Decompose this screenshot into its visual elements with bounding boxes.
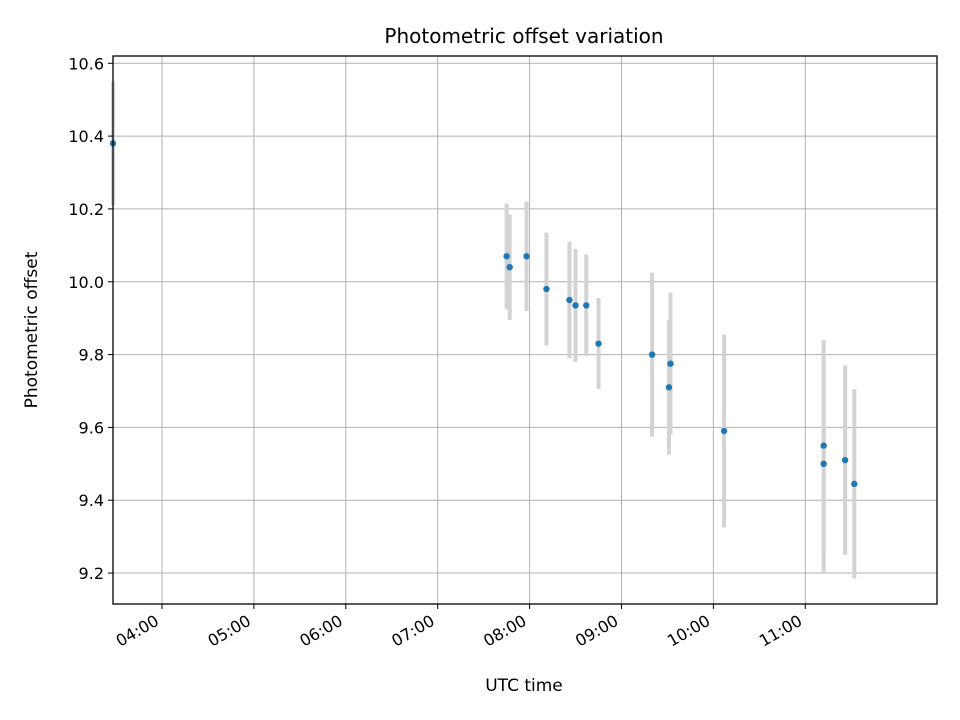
data-point — [583, 302, 590, 309]
data-point — [503, 253, 510, 260]
x-axis-title: UTC time — [485, 676, 563, 696]
x-axis: 04:00 05:00 06:00 07:00 08:00 09:00 10:00 11:00 — [113, 604, 806, 651]
data-point — [566, 296, 573, 304]
data-point — [820, 442, 827, 449]
data-point — [720, 427, 728, 435]
y-tick-label: 10.0 — [68, 273, 104, 292]
x-tick-label: 09:00 — [572, 611, 621, 651]
data-point — [648, 351, 656, 358]
x-tick-label: 08:00 — [480, 611, 529, 651]
data-point — [543, 285, 550, 293]
y-tick-label: 9.6 — [79, 418, 104, 437]
y-axis-title: Photometric offset — [22, 251, 42, 408]
errorbar-layer — [111, 81, 857, 579]
x-tick-label: 10:00 — [664, 611, 713, 651]
data-point — [820, 460, 827, 468]
y-tick-label: 10.2 — [68, 200, 104, 219]
data-point — [841, 456, 849, 464]
data-point — [595, 340, 602, 347]
y-tick-label: 9.4 — [79, 491, 104, 510]
y-tick-label: 10.4 — [68, 127, 104, 146]
data-point — [851, 480, 858, 488]
x-tick-label: 04:00 — [113, 611, 162, 651]
grid-layer — [113, 56, 937, 604]
data-point — [667, 360, 674, 367]
x-tick-label: 11:00 — [756, 611, 805, 651]
y-axis: 9.2 9.4 9.6 9.8 10.0 10.2 10.4 10.6 — [68, 54, 113, 583]
y-tick-label: 10.6 — [68, 54, 104, 73]
chart-title: Photometric offset variation — [384, 24, 663, 48]
x-tick-label: 07:00 — [388, 611, 437, 651]
y-tick-label: 9.8 — [79, 346, 104, 365]
data-point — [572, 302, 579, 309]
data-point — [523, 253, 530, 260]
y-tick-label: 9.2 — [79, 564, 104, 583]
plot-frame — [112, 55, 938, 605]
x-tick-label: 05:00 — [204, 611, 253, 651]
point-layer — [109, 140, 858, 488]
data-point — [506, 263, 513, 271]
x-tick-label: 06:00 — [296, 611, 345, 651]
data-point — [665, 384, 673, 391]
